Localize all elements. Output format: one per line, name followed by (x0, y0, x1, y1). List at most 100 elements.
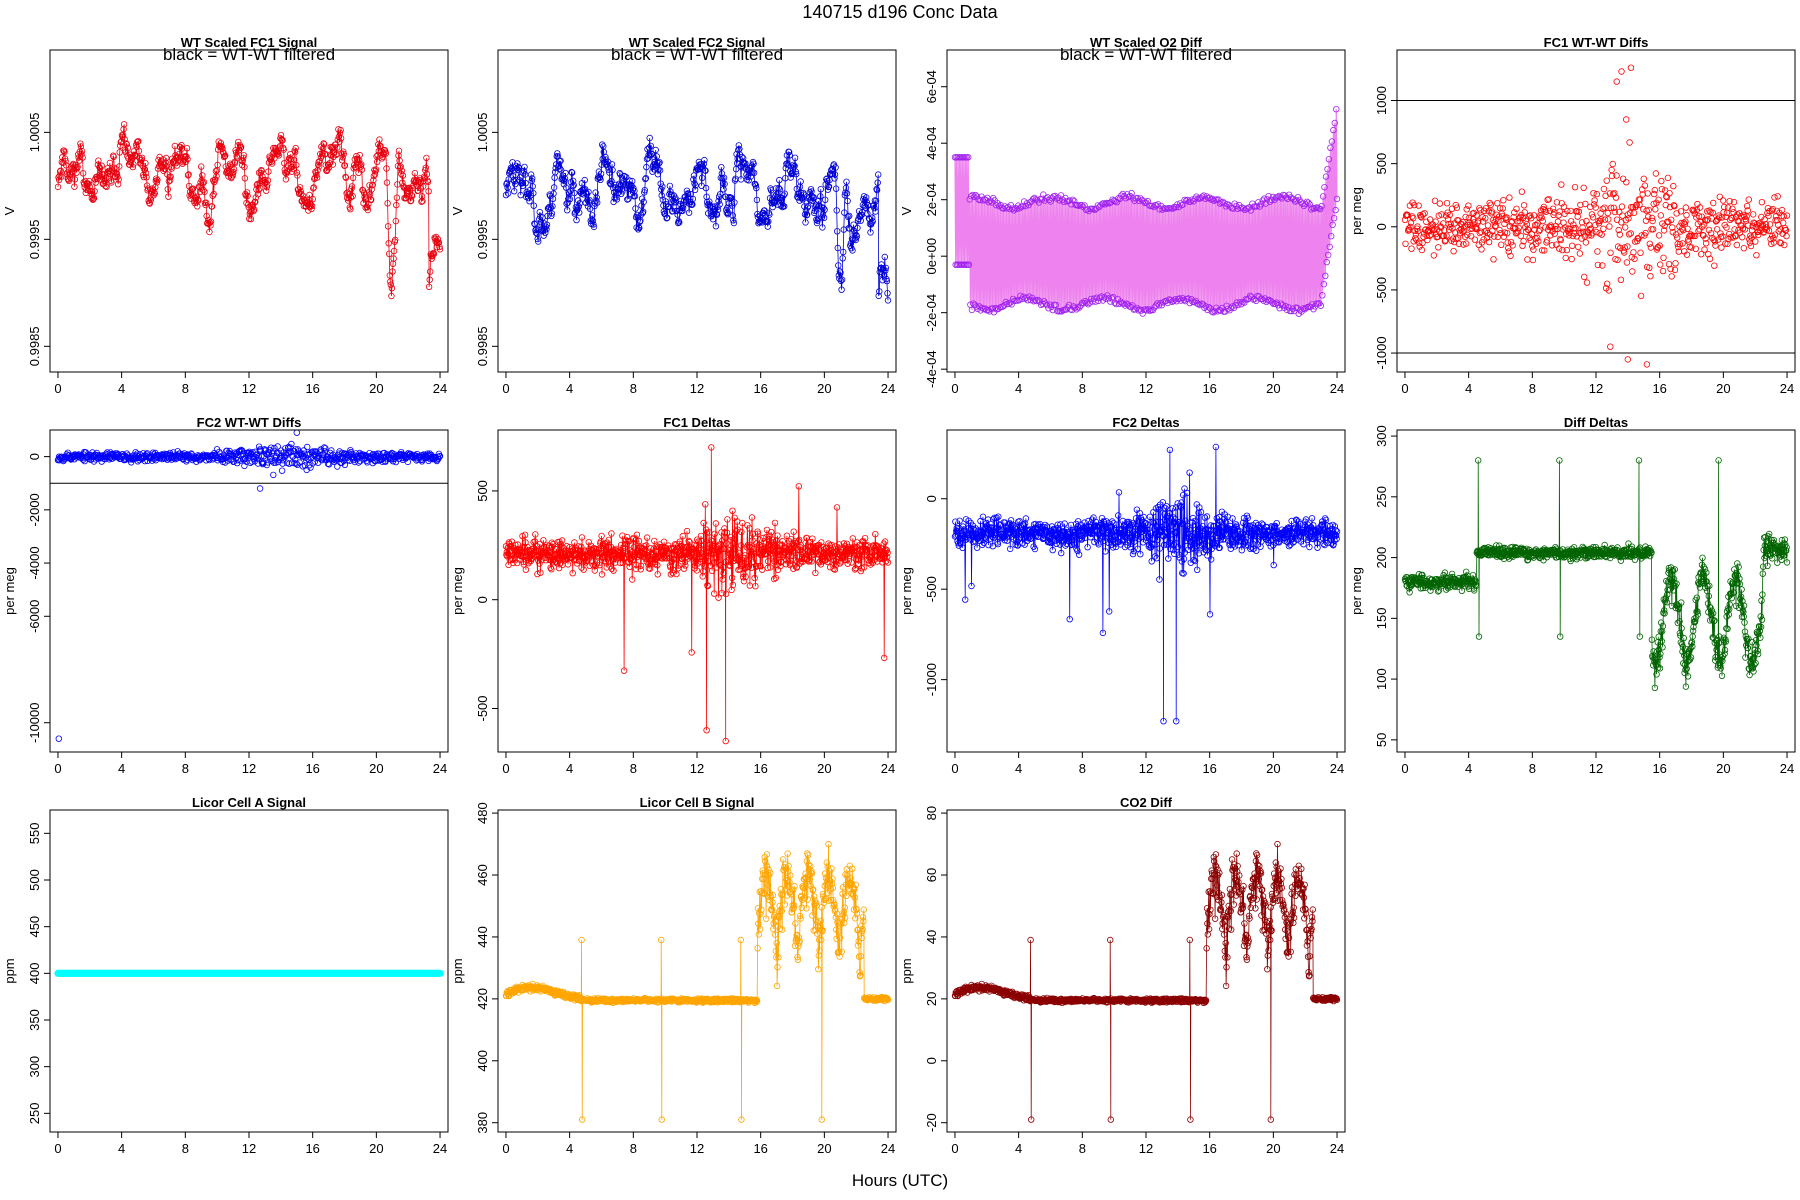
data-point (250, 206, 258, 213)
data-point (312, 448, 319, 455)
y-tick-label: 0e+00 (924, 238, 939, 275)
data-point (723, 529, 731, 536)
data-point (395, 152, 402, 159)
data-point (130, 148, 138, 155)
data-point (168, 165, 175, 172)
data-point (873, 553, 881, 560)
data-point (787, 174, 794, 181)
data-point (1549, 205, 1557, 212)
data-point (1624, 356, 1631, 363)
data-point (383, 179, 391, 186)
data-point (769, 536, 777, 543)
data-point (1142, 519, 1149, 527)
data-point (597, 170, 605, 177)
data-point (1172, 504, 1180, 511)
data-point (1667, 216, 1675, 223)
data-point (1550, 211, 1557, 218)
data-point (279, 460, 286, 467)
data-point (791, 154, 799, 161)
data-point (810, 550, 817, 558)
data-point (217, 139, 224, 147)
data-point (199, 179, 206, 187)
data-point (1004, 537, 1011, 544)
data-point (1594, 248, 1601, 255)
data-point (1730, 208, 1737, 216)
y-axis-label: V (899, 206, 914, 215)
data-point (1319, 193, 1327, 200)
data-point (403, 194, 410, 202)
data-point (390, 247, 398, 255)
data-point (844, 560, 851, 567)
data-point (620, 544, 627, 552)
data-point (513, 165, 521, 172)
data-point (1732, 232, 1739, 240)
data-point (504, 190, 512, 197)
data-point (235, 138, 242, 146)
data-point (753, 196, 761, 204)
x-tick-label: 24 (881, 381, 895, 396)
data-point (1607, 249, 1614, 256)
data-point (364, 204, 371, 211)
data-point (95, 157, 102, 164)
data-point (803, 211, 810, 219)
data-point (810, 194, 817, 201)
plot-area (502, 444, 892, 745)
data-point (1768, 207, 1775, 214)
data-point (1091, 206, 1098, 213)
data-point (993, 514, 1000, 521)
data-point (861, 535, 869, 542)
data-point (1706, 207, 1713, 214)
data-point (538, 227, 546, 235)
data-point (771, 558, 778, 565)
data-point (1589, 214, 1597, 221)
data-point (348, 183, 356, 190)
data-point (813, 219, 821, 227)
data-point (1478, 246, 1485, 253)
x-tick-label: 20 (817, 381, 831, 396)
data-point (643, 155, 651, 163)
data-point (1009, 205, 1016, 212)
data-point (741, 164, 748, 171)
data-point (522, 566, 530, 573)
data-point (752, 583, 759, 590)
data-point (1570, 221, 1577, 228)
data-point (221, 152, 229, 159)
data-point (726, 547, 733, 554)
chart-title: WT Scaled FC1 Signal (181, 35, 318, 50)
data-point (1600, 185, 1608, 193)
data-point (261, 447, 269, 454)
data-point (1501, 220, 1508, 228)
data-point (992, 304, 999, 312)
data-point (1327, 232, 1335, 240)
y-tick-label: 0.9985 (475, 326, 490, 366)
data-point (828, 541, 836, 549)
data-point (1419, 211, 1427, 218)
data-point (427, 268, 434, 275)
data-point (534, 235, 541, 243)
data-point (638, 202, 645, 209)
data-point (1551, 230, 1558, 237)
data-point (720, 569, 727, 577)
data-point (558, 537, 566, 544)
data-point (1446, 211, 1453, 219)
data-point (130, 161, 137, 168)
data-point (1630, 249, 1637, 256)
data-point (202, 199, 210, 206)
data-point (1156, 545, 1163, 552)
data-point (599, 141, 606, 148)
data-point (292, 456, 299, 463)
data-point (969, 191, 976, 199)
data-point (1582, 239, 1590, 246)
data-point (1647, 244, 1655, 251)
data-point (206, 228, 213, 236)
data-point (725, 562, 733, 569)
data-point (632, 565, 640, 573)
data-point (1689, 206, 1697, 213)
data-point (1781, 241, 1788, 249)
data-point (783, 556, 790, 564)
data-point (368, 196, 375, 203)
data-point (360, 189, 368, 196)
data-point (1136, 510, 1143, 517)
x-tick-label: 4 (118, 761, 125, 776)
x-tick-label: 24 (881, 761, 895, 776)
